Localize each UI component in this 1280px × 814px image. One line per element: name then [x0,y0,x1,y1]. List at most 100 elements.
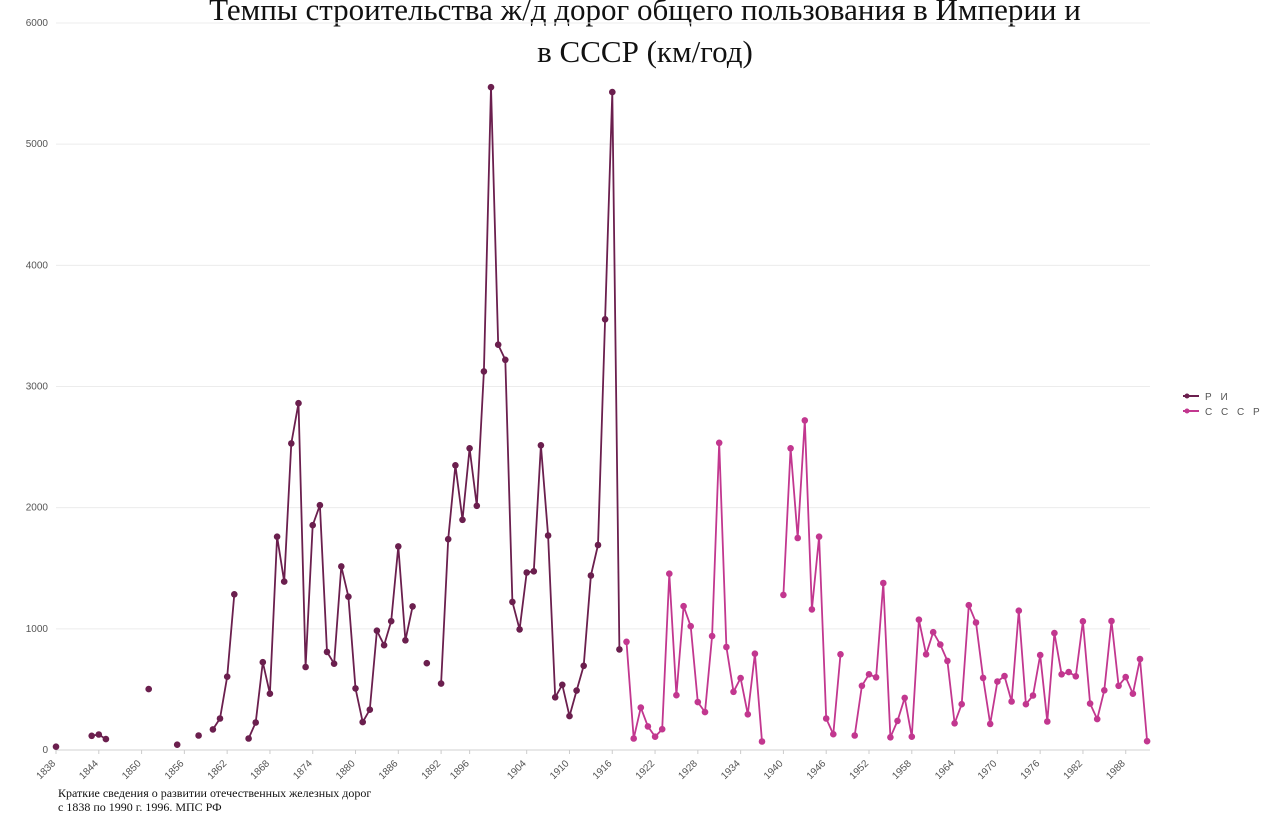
data-point [145,685,152,693]
data-point [1036,651,1044,659]
data-point [1115,682,1122,690]
data-point [958,700,965,708]
data-point [623,638,630,646]
data-point [1136,655,1144,663]
x-tick-label: 1892 [420,758,444,782]
data-point [601,316,609,323]
data-point [637,704,645,711]
data-point [380,641,388,649]
data-point [266,690,274,697]
x-tick-label: 1928 [676,758,700,782]
data-point [808,606,816,613]
data-point [95,731,103,738]
data-point [502,356,509,364]
data-point [245,735,252,742]
data-point [644,723,652,730]
series-ri [52,83,623,750]
data-point [280,578,288,585]
y-tick-label: 1000 [26,624,49,635]
x-tick-label: 1946 [805,758,829,782]
data-point [986,720,994,728]
data-point [452,462,459,469]
data-point [587,572,595,579]
x-tick-label: 1904 [505,758,529,782]
x-tick-label: 1952 [848,758,872,782]
data-point [887,734,894,741]
data-point [1029,692,1037,699]
data-point [295,399,302,407]
data-point [965,601,973,609]
x-tick-label: 1844 [77,758,101,782]
data-point [551,694,559,701]
source-note-line-2: с 1838 по 1990 г. 1996. МПС РФ [58,800,222,814]
data-point [259,658,267,666]
data-point [366,706,374,713]
data-point [1129,690,1137,697]
data-point [516,626,523,633]
data-point [573,687,580,694]
x-tick-label: 1850 [120,758,144,782]
source-note: Краткие сведения о развитии отечественны… [58,786,371,814]
legend-marker-ri [1184,393,1190,399]
data-point [302,663,309,671]
data-point [680,602,687,610]
data-point [830,730,837,738]
data-point [1079,618,1087,625]
x-tick-label: 1964 [933,758,957,782]
data-point [1022,700,1030,708]
data-point [780,591,787,599]
data-point [1044,718,1051,725]
data-point [851,732,858,739]
data-point [523,569,530,576]
source-note-line-1: Краткие сведения о развитии отечественны… [58,786,372,800]
data-point [1051,629,1058,637]
data-point [901,694,908,702]
data-point [651,733,659,740]
data-point [444,535,452,543]
y-tick-label: 4000 [26,260,49,271]
data-point [723,643,730,651]
data-point [872,674,880,681]
series-line [212,594,236,730]
data-point [694,698,702,706]
data-point [395,543,402,550]
data-point [473,502,481,510]
data-point [102,735,110,743]
x-tick-label: 1982 [1062,758,1086,782]
data-point [922,651,930,658]
data-point [751,650,759,657]
data-point [1093,715,1101,723]
data-point [794,534,801,542]
data-point [387,617,395,625]
data-point [908,733,916,740]
data-point [231,591,238,598]
data-point [865,671,873,678]
x-tick-label: 1868 [249,758,273,782]
x-tick-label: 1958 [890,758,914,782]
data-point [52,743,60,750]
x-tick-label: 1886 [377,758,401,782]
data-point [666,570,673,577]
data-point [209,726,217,733]
data-point [459,516,466,524]
x-tick-label: 1940 [762,758,786,782]
data-point [815,533,823,540]
series-group [52,83,1151,750]
data-point [487,83,495,91]
data-point [544,532,552,539]
data-point [673,691,680,699]
data-point [701,708,709,716]
x-tick-label: 1856 [163,758,187,782]
data-point [223,673,231,680]
data-point [894,717,901,725]
data-point [494,341,502,349]
series-line [782,419,842,736]
data-point [1008,698,1015,705]
data-point [944,657,951,665]
data-point [480,368,488,375]
data-point [744,711,752,718]
data-point [437,680,445,687]
y-tick-label: 0 [42,745,48,756]
series-line [247,402,414,739]
